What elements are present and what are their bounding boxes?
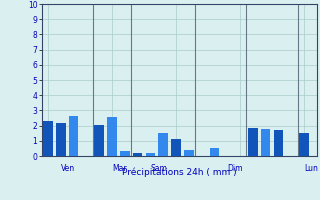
- Bar: [56, 123, 66, 156]
- Bar: [107, 117, 117, 156]
- Bar: [184, 150, 194, 156]
- Bar: [133, 153, 142, 156]
- X-axis label: Précipitations 24h ( mm ): Précipitations 24h ( mm ): [122, 167, 236, 177]
- Bar: [171, 139, 181, 156]
- Text: Dim: Dim: [227, 164, 243, 173]
- Bar: [299, 133, 309, 156]
- Bar: [158, 133, 168, 156]
- Bar: [261, 129, 270, 156]
- Bar: [274, 130, 283, 156]
- Bar: [94, 125, 104, 156]
- Text: Ven: Ven: [61, 164, 75, 173]
- Text: Sam: Sam: [150, 164, 167, 173]
- Text: Lun: Lun: [304, 164, 318, 173]
- Bar: [146, 153, 155, 156]
- Bar: [210, 148, 219, 156]
- Bar: [248, 128, 258, 156]
- Bar: [120, 151, 130, 156]
- Text: Mar: Mar: [112, 164, 127, 173]
- Bar: [43, 121, 53, 156]
- Bar: [69, 116, 78, 156]
